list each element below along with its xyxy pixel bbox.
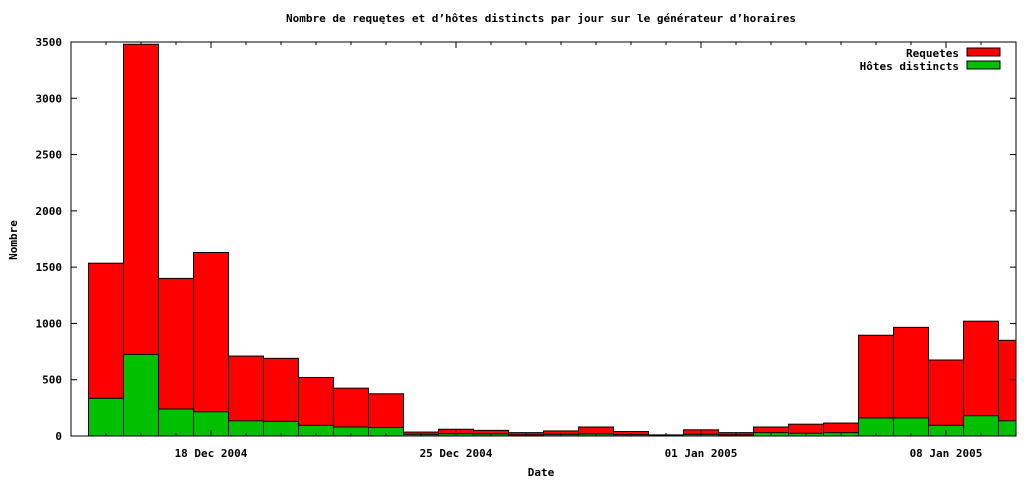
y-axis: 0 500 1000 1500 2000 2500 3000 3500 bbox=[36, 36, 1016, 443]
legend-swatch-requetes bbox=[966, 47, 1001, 57]
y-tick-label: 3000 bbox=[36, 92, 63, 105]
x-tick-label: 18 Dec 2004 bbox=[175, 447, 248, 460]
legend-swatch-hotes bbox=[966, 60, 1001, 70]
y-tick-label: 2000 bbox=[36, 205, 63, 218]
y-axis-label: Nombre bbox=[7, 220, 20, 260]
y-tick-label: 1500 bbox=[36, 261, 63, 274]
requetes-bar bbox=[193, 252, 229, 437]
chart-title: Nombre de requętes et d’hôtes distincts … bbox=[286, 12, 796, 25]
legend-label-hotes: Hôtes distincts bbox=[860, 60, 959, 73]
legend-label-requetes: Requetes bbox=[906, 47, 959, 60]
x-tick-label: 25 Dec 2004 bbox=[420, 447, 493, 460]
legend: Requetes Hôtes distincts bbox=[860, 47, 1001, 73]
x-tick-label: 01 Jan 2005 bbox=[665, 447, 738, 460]
requetes-bars bbox=[88, 43, 1017, 437]
y-tick-label: 500 bbox=[42, 374, 62, 387]
hotes-bar bbox=[158, 408, 194, 437]
y-tick-label: 2500 bbox=[36, 149, 63, 162]
x-tick-label: 08 Jan 2005 bbox=[910, 447, 983, 460]
hotes-bar bbox=[963, 415, 999, 437]
y-tick-label: 0 bbox=[55, 430, 62, 443]
hotes-bar bbox=[123, 353, 159, 437]
x-axis-label: Date bbox=[528, 466, 555, 479]
y-tick-label: 3500 bbox=[36, 36, 63, 49]
hotes-bar bbox=[998, 420, 1017, 437]
hotes-bar bbox=[88, 397, 124, 437]
legend-item-requetes: Requetes bbox=[906, 47, 1001, 60]
hotes-bar bbox=[193, 411, 229, 437]
legend-item-hotes: Hôtes distincts bbox=[860, 60, 1001, 73]
hotes-bars bbox=[88, 353, 1017, 437]
plot-area: 0 500 1000 1500 2000 2500 3000 3500 18 Dec 2004… bbox=[36, 36, 1017, 460]
plot-frame bbox=[70, 41, 1017, 437]
y-tick-label: 1000 bbox=[36, 317, 63, 330]
x-axis: 18 Dec 2004 25 Dec 2004 01 Jan 2005 08 Jan … bbox=[105, 42, 983, 460]
requetes-bar bbox=[928, 359, 964, 437]
